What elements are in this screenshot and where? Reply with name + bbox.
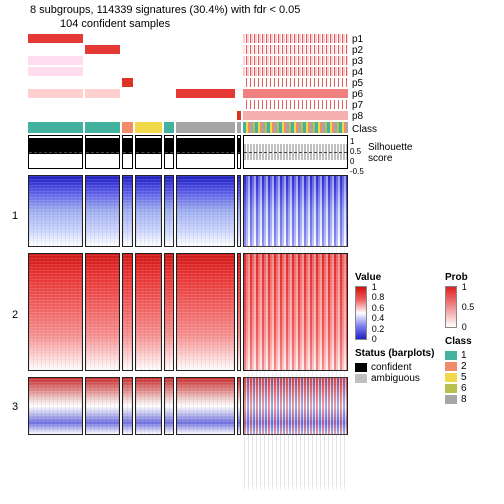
prob-tick: 0.5	[462, 302, 475, 312]
value-tick: 0.2	[372, 324, 385, 334]
heatmap-row-group-1	[28, 175, 348, 247]
class-item: 1	[445, 350, 500, 360]
silhouette-tick: 0	[350, 157, 354, 166]
prob-gradient-labels: 10.50	[460, 286, 484, 326]
title: 8 subgroups, 114339 signatures (30.4%) w…	[30, 4, 300, 16]
prob-track-p7	[28, 100, 348, 109]
prob-label-p5: p5	[352, 78, 363, 89]
silhouette-tick: -0.5	[350, 167, 364, 176]
prob-legend-title: Prob	[445, 272, 500, 283]
prob-track-p5	[28, 78, 348, 87]
heatmap-row-label: 3	[12, 401, 18, 413]
silhouette-tick: 0.5	[350, 147, 361, 156]
value-gradient-labels: 10.80.60.40.20	[370, 286, 394, 338]
value-tick: 0	[372, 334, 377, 344]
main-plot: p1p2p3p4p5p6p7p8Class10.50-0.5Silhouette…	[28, 34, 348, 439]
class-item: 6	[445, 383, 500, 393]
heatmap-row-group-3	[28, 377, 348, 435]
prob-track-p2	[28, 45, 348, 54]
prob-label-p4: p4	[352, 67, 363, 78]
prob-tick: 0	[462, 322, 467, 332]
heatmap-row-group-2	[28, 253, 348, 371]
value-tick: 0.6	[372, 303, 385, 313]
class-track-label: Class	[352, 124, 377, 135]
value-tick: 0.8	[372, 292, 385, 302]
prob-gradient	[445, 286, 457, 328]
value-tick: 1	[372, 282, 377, 292]
silhouette-tick: 1	[350, 137, 354, 146]
class-legend-title: Class	[445, 336, 500, 347]
legend-right-column: Prob 10.50 Class 12568	[445, 272, 500, 412]
prob-track-p6	[28, 89, 348, 98]
heatmap	[28, 175, 348, 439]
prob-label-p1: p1	[352, 34, 363, 45]
prob-track-p3	[28, 56, 348, 65]
prob-legend: Prob 10.50	[445, 272, 500, 328]
prob-label-p7: p7	[352, 100, 363, 111]
prob-label-p8: p8	[352, 111, 363, 122]
class-item: 8	[445, 394, 500, 404]
prob-track-p4	[28, 67, 348, 76]
heatmap-row-label: 2	[12, 309, 18, 321]
class-track	[28, 122, 348, 133]
subtitle: 104 confident samples	[60, 18, 170, 30]
class-legend: Class 12568	[445, 336, 500, 404]
silhouette-label: Silhouette score	[368, 142, 412, 164]
class-item: 5	[445, 372, 500, 382]
heatmap-row-label: 1	[12, 210, 18, 222]
prob-label-p6: p6	[352, 89, 363, 100]
silhouette-track	[28, 135, 348, 169]
class-item: 2	[445, 361, 500, 371]
prob-track-p8	[28, 111, 348, 120]
value-gradient	[355, 286, 367, 340]
prob-label-p3: p3	[352, 56, 363, 67]
prob-track-p1	[28, 34, 348, 43]
value-tick: 0.4	[372, 313, 385, 323]
prob-tick: 1	[462, 282, 467, 292]
prob-label-p2: p2	[352, 45, 363, 56]
